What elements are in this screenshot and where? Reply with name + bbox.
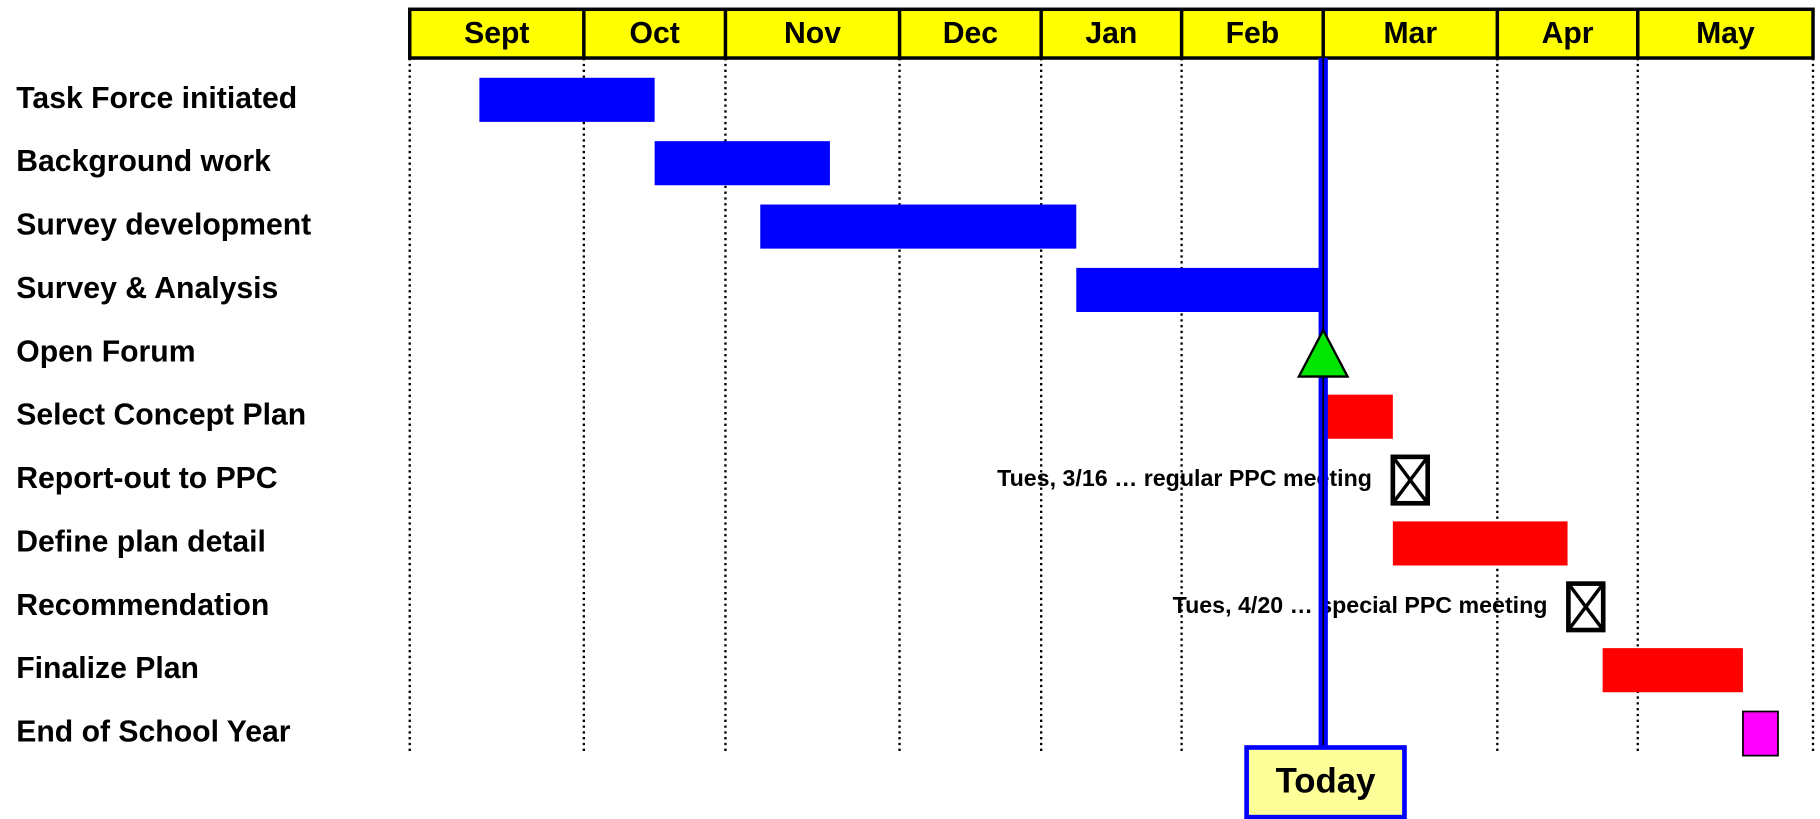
- task-bar: [1323, 394, 1393, 439]
- task-label: Survey & Analysis: [16, 272, 278, 305]
- meeting-note: Tues, 3/16 … regular PPC meeting: [997, 465, 1372, 491]
- month-label: Jan: [1085, 17, 1137, 50]
- task-bar: [479, 77, 655, 122]
- today-label: Today: [1276, 762, 1377, 801]
- header-band: [407, 7, 1815, 60]
- task-label: Survey development: [16, 209, 311, 242]
- task-bar: [760, 204, 1077, 249]
- month-label: Apr: [1542, 17, 1594, 50]
- task-bar: [1392, 521, 1568, 566]
- task-label: Open Forum: [16, 335, 195, 368]
- month-label: Nov: [784, 17, 841, 50]
- task-bar: [1742, 710, 1779, 757]
- meeting-cross: [1566, 582, 1605, 632]
- task-label: Finalize Plan: [16, 652, 199, 685]
- month-label: Mar: [1383, 17, 1437, 50]
- month-label: Dec: [943, 17, 998, 50]
- today-box: [1244, 745, 1407, 819]
- task-bar: [1602, 648, 1743, 693]
- task-label: Report-out to PPC: [16, 462, 277, 495]
- task-label: Recommendation: [16, 589, 269, 622]
- month-label: Sept: [464, 17, 529, 50]
- task-label: Define plan detail: [16, 525, 266, 558]
- month-label: Feb: [1226, 17, 1280, 50]
- milestone: [1296, 327, 1350, 378]
- task-bar: [654, 141, 830, 186]
- task-bar: [1076, 267, 1324, 312]
- month-label: May: [1696, 17, 1755, 50]
- task-label: Background work: [16, 145, 271, 178]
- meeting-cross: [1391, 455, 1430, 505]
- task-label: End of School Year: [16, 716, 291, 749]
- task-label: Select Concept Plan: [16, 399, 306, 432]
- meeting-note: Tues, 4/20 … special PPC meeting: [1173, 592, 1548, 618]
- month-label: Oct: [630, 17, 680, 50]
- task-label: Task Force initiated: [16, 82, 297, 115]
